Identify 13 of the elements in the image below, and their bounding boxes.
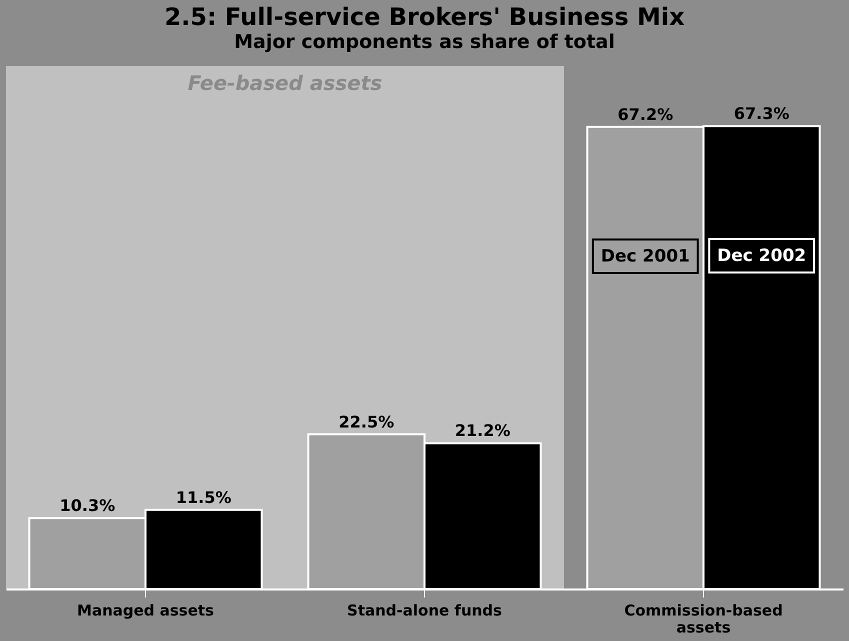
x-tick-label: Managed assets: [77, 602, 214, 620]
data-label: 21.2%: [454, 421, 510, 440]
series-label: Dec 2002: [717, 246, 806, 266]
x-tick-label: Commission-based assets: [624, 602, 783, 636]
data-label: 22.5%: [338, 412, 394, 432]
data-label: 67.3%: [734, 104, 790, 124]
series-label: Dec 2001: [600, 246, 690, 266]
chart-subtitle: Major components as share of total: [234, 31, 615, 53]
chart-title: 2.5: Full-service Brokers' Business Mix: [164, 3, 686, 31]
data-label: 67.2%: [618, 104, 674, 124]
x-tick-label: Stand-alone funds: [347, 602, 502, 620]
data-label: 10.3%: [60, 496, 116, 516]
data-label: 11.5%: [176, 488, 232, 507]
